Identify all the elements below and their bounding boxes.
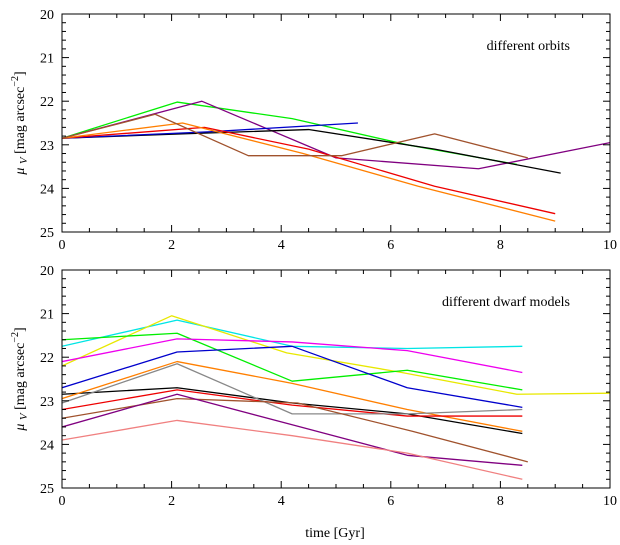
panel-annotation: different dwarf models	[442, 295, 570, 310]
series-line-6	[62, 360, 523, 432]
x-tick-label: 2	[168, 238, 175, 253]
x-tick-label: 6	[387, 494, 394, 509]
panel-annotation: different orbits	[487, 39, 570, 54]
series-line-7	[62, 389, 523, 417]
series-line-3	[62, 338, 523, 374]
series-line-3	[62, 122, 358, 139]
x-tick-label: 8	[497, 238, 504, 253]
series-line-2	[62, 128, 561, 174]
series-group	[62, 100, 610, 222]
series-group	[62, 315, 610, 480]
y-tick-label: 22	[40, 351, 54, 366]
y-tick-label: 21	[40, 52, 54, 67]
x-tick-label: 4	[278, 238, 285, 253]
y-tick-label: 23	[40, 395, 54, 410]
x-tick-label: 6	[387, 238, 394, 253]
x-tick-label: 10	[603, 238, 617, 253]
series-line-1	[62, 315, 610, 395]
y-tick-label: 25	[40, 482, 54, 497]
series-line-10	[62, 393, 523, 466]
y-tick-label: 20	[40, 8, 54, 23]
y-tick-label: 23	[40, 139, 54, 154]
x-axis-label: time [Gyr]	[305, 526, 364, 541]
x-tick-label: 0	[59, 238, 66, 253]
y-tick-label: 24	[40, 182, 54, 197]
y-tick-label: 20	[40, 264, 54, 279]
y-tick-label: 24	[40, 438, 54, 453]
series-line-5	[62, 387, 523, 435]
x-tick-label: 0	[59, 494, 66, 509]
y-tick-label: 25	[40, 226, 54, 241]
series-line-9	[62, 397, 528, 463]
x-tick-label: 8	[497, 494, 504, 509]
y-axis-label: μ V [mag arcsec−2]	[10, 71, 30, 175]
series-line-6	[62, 113, 528, 159]
x-tick-label: 2	[168, 494, 175, 509]
series-line-2	[62, 332, 523, 391]
series-line-4	[62, 345, 523, 408]
x-tick-label: 4	[278, 494, 285, 509]
x-tick-label: 10	[603, 494, 617, 509]
y-axis-label: μ V [mag arcsec−2]	[10, 327, 30, 431]
series-line-11	[62, 419, 523, 480]
y-tick-label: 21	[40, 308, 54, 323]
series-line-4	[62, 126, 556, 215]
series-line-8	[62, 363, 523, 415]
series-line-5	[62, 122, 556, 222]
y-tick-label: 22	[40, 95, 54, 110]
